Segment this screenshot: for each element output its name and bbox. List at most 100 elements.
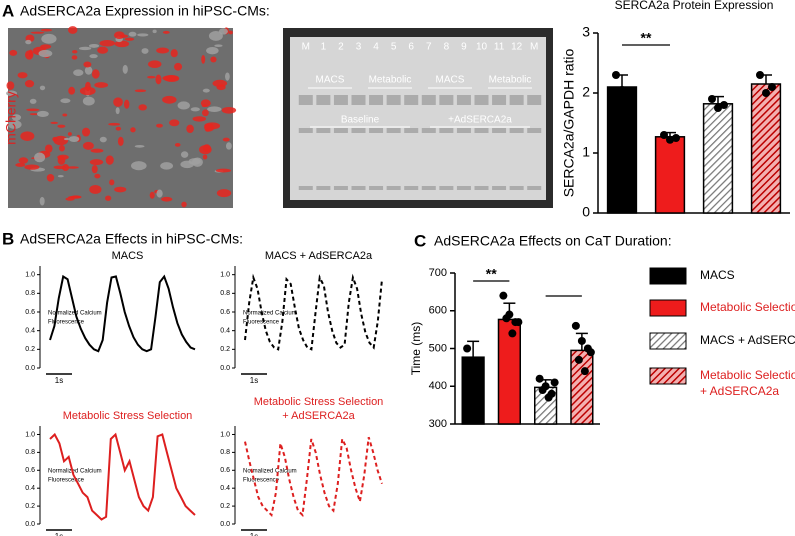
significance-label: ** [641,30,652,46]
cell [6,90,18,97]
cell [130,127,136,133]
data-point [618,86,626,94]
y-tick-label: 0.0 [25,365,35,372]
cell [207,106,222,112]
cell [24,164,40,170]
legend-label: MACS + AdSERCA2a [700,333,795,347]
blot-band [456,95,471,100]
trace [49,274,196,353]
lane-label: 10 [476,42,488,53]
cell [84,66,93,75]
cell [44,144,53,153]
chart-title: SERCA2a Protein Expression [615,0,774,12]
cell [94,173,101,179]
cell [105,155,114,165]
cell [79,86,96,96]
y-axis-label: Fluorescence [243,320,280,326]
y-tick-label: 0.0 [220,521,230,528]
cell [38,49,53,58]
cell [201,55,206,64]
cell [88,43,100,48]
cell [222,137,230,142]
blot-band [404,95,419,100]
cell [155,74,162,85]
blot-image [290,37,546,200]
blot-band [421,128,436,133]
blot-band [456,128,471,133]
cell [82,141,94,150]
cell [161,196,173,202]
group-label: Metabolic [489,75,532,86]
blot-band [333,128,348,133]
y-tick-label: 0.4 [25,328,35,335]
y-axis-label: SERCA2a/GAPDH ratio [561,48,577,197]
cell [212,79,228,88]
blot-band [421,95,436,100]
data-point [714,104,722,112]
blot-band [509,95,524,100]
y-axis-label: Normalized Calcium [243,469,297,475]
bar [750,83,782,214]
y-tick-label: 0.8 [220,449,230,456]
cell [105,195,112,201]
cell [79,46,92,51]
lane-label: 3 [356,42,362,53]
chart-title: MACS [112,250,144,262]
y-tick-label: 0.4 [25,485,35,492]
blot-band [439,186,454,190]
cell [25,39,32,45]
cell [82,127,91,137]
scale-label: 1s [55,376,63,385]
y-tick-label: 0.6 [220,309,230,316]
condition-label: +AdSERCA2a [448,115,512,126]
image-label: AdSERCA2a- [0,75,3,161]
blot-band [404,100,419,105]
cell [28,49,33,58]
cell [29,98,37,104]
cell [115,126,122,131]
data-point [666,135,674,144]
blot-band [369,186,384,190]
cell [83,61,92,68]
cell [89,159,104,166]
legend-swatch [649,332,687,350]
cell [169,119,180,127]
blot-band [298,128,313,133]
cell [18,157,29,164]
blot-band [316,95,331,100]
bar [702,103,734,214]
lane-label: 4 [373,42,379,53]
cell [82,96,95,106]
cell [228,30,233,35]
lane-label: M [530,42,538,53]
cell [24,80,35,88]
data-point [535,374,544,383]
blot-band [421,186,436,190]
cell [210,56,217,63]
significance-label: ** [486,266,497,282]
blot-band [474,186,489,190]
legend-label: + AdSERCA2a [700,384,779,398]
cell [91,69,100,79]
blot-band [298,186,313,190]
y-tick-label: 0.4 [220,328,230,335]
lane-label: 7 [426,42,432,53]
cell [11,114,22,121]
data-point [508,329,517,338]
chart-title: + AdSERCA2a [282,410,355,422]
blot-band [386,186,401,190]
y-tick-label: 300 [429,418,447,430]
cell [68,26,78,34]
blot-band [474,128,489,133]
lane-label: 5 [391,42,397,53]
cell [208,31,223,41]
cell [39,85,46,91]
legend-label: Metabolic Selection [700,300,795,314]
y-axis-label: Normalized Calcium [48,469,102,475]
cell [9,49,18,56]
group-label: Metabolic [369,75,412,86]
cell [202,154,208,160]
cell [149,191,155,199]
panel-label: A [2,1,14,20]
